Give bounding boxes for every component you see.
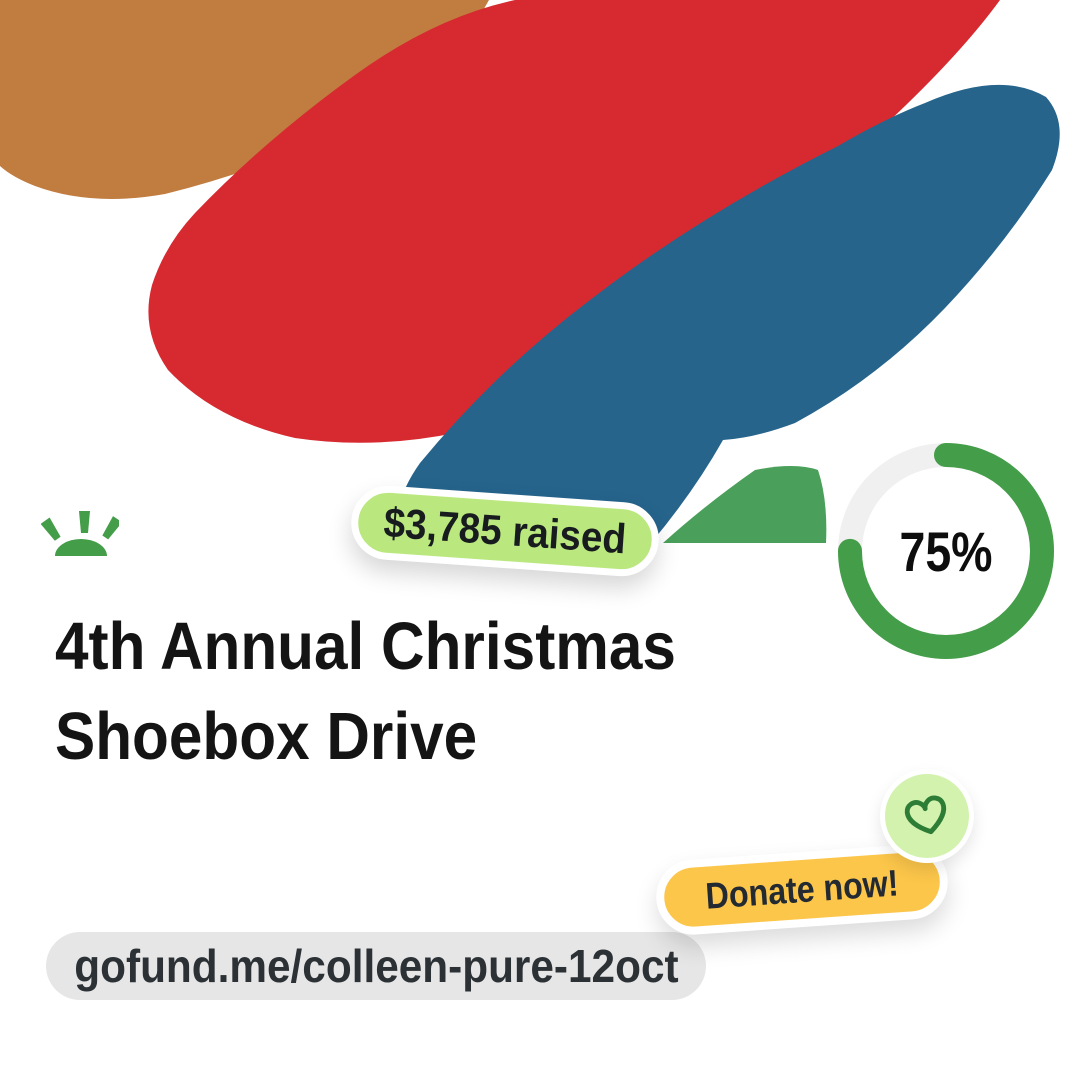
progress-percent-label: 75%: [899, 519, 993, 583]
brush-stroke-green: [663, 466, 827, 543]
brush-stroke-red: [148, 0, 1000, 443]
raised-amount-label: $3,785 raised: [382, 498, 628, 563]
donate-button-label: Donate now!: [704, 861, 900, 917]
campaign-link-label: gofund.me/colleen-pure-12oct: [73, 940, 679, 992]
progress-ring-arc: [838, 443, 1054, 659]
heart-badge: [880, 769, 974, 863]
brush-stroke-orange: [0, 0, 489, 199]
gofundme-sunrise-icon: [40, 510, 123, 556]
campaign-title: 4th Annual Christmas Shoebox Drive: [55, 602, 745, 782]
campaign-title-line1: 4th Annual Christmas: [55, 609, 676, 684]
hero-image: [0, 0, 1060, 543]
campaign-link[interactable]: gofund.me/colleen-pure-12oct: [46, 932, 706, 1000]
heart-icon: [904, 795, 947, 835]
brush-stroke-blue: [397, 84, 1060, 543]
campaign-title-line2: Shoebox Drive: [55, 699, 478, 774]
brush-strokes-artwork: [0, 0, 1060, 543]
progress-ring: 75%: [836, 441, 1056, 661]
